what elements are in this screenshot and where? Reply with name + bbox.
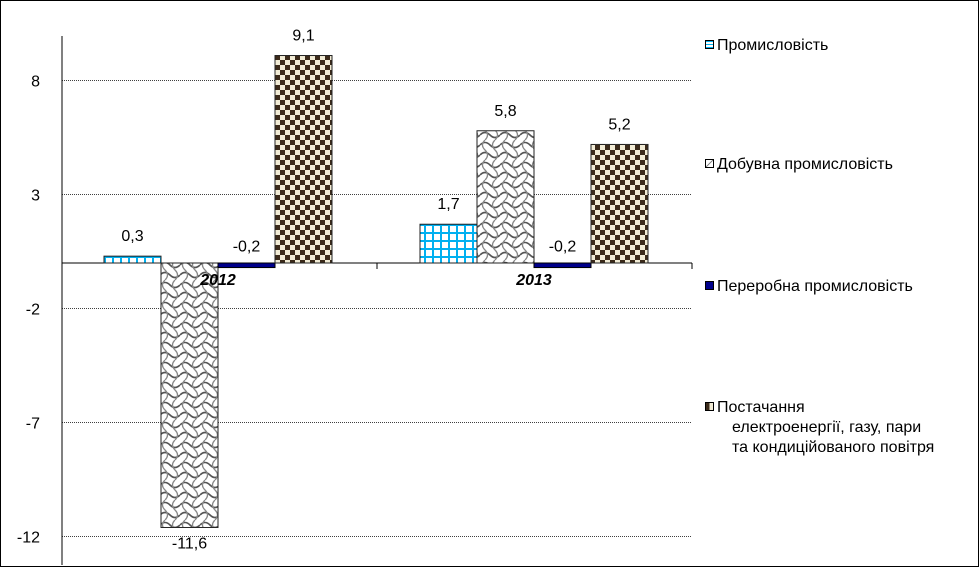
legend-item-dobuvna: Добувна промисловість — [705, 155, 979, 175]
y-tick-label: -7 — [26, 416, 40, 433]
legend-label-line-1: Постачання — [717, 399, 805, 416]
legend-label: Переробна промисловість — [717, 278, 913, 295]
data-label: 1,7 — [437, 196, 459, 213]
grid-swatch-icon — [705, 40, 714, 49]
bar — [103, 255, 162, 264]
y-tick-label: 3 — [31, 188, 40, 205]
legend-label: Добувна промисловість — [717, 156, 893, 173]
bar — [476, 130, 535, 264]
bar — [217, 262, 276, 269]
bar — [590, 143, 649, 264]
checker-swatch-icon — [705, 402, 714, 411]
data-label: -0,2 — [233, 239, 261, 256]
legend-label-line-3: та кондиційованого повітря — [732, 439, 935, 456]
bar — [160, 262, 219, 528]
legend-item-pererobna: Переробна промисловість — [705, 277, 979, 297]
legend-label-line-2: електроенергії, газу, пари — [732, 419, 922, 436]
category-label: 2013 — [515, 272, 552, 289]
data-label: 5,2 — [608, 116, 630, 133]
legend-item-promyslovist: Промисловість — [705, 36, 979, 56]
y-tick-label: -12 — [17, 530, 40, 547]
legend-label: Промисловість — [717, 37, 829, 54]
bar — [274, 55, 333, 264]
wave-swatch-icon — [705, 159, 714, 168]
data-label: 5,8 — [494, 103, 516, 120]
solid-swatch-icon — [705, 281, 714, 290]
data-label: 0,3 — [121, 228, 143, 245]
legend-item-postachannia: Постачання електроенергії, газу, пари та… — [705, 398, 979, 458]
y-tick-label: -2 — [26, 302, 40, 319]
data-label: 9,1 — [292, 28, 314, 45]
data-label: -11,6 — [172, 535, 207, 552]
y-tick-label: 8 — [31, 74, 40, 91]
bar — [419, 223, 478, 264]
data-label: -0,2 — [549, 239, 577, 256]
bar — [533, 262, 592, 269]
category-label: 2012 — [199, 272, 236, 289]
